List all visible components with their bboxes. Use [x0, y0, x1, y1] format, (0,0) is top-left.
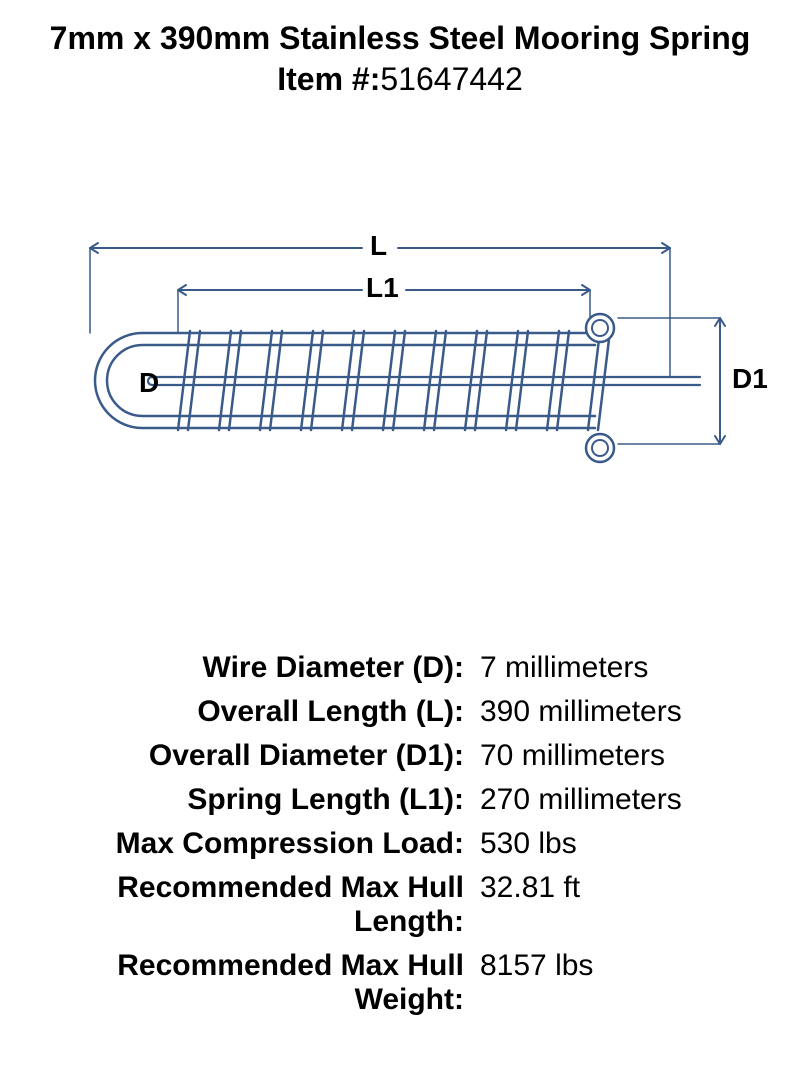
spec-label: Spring Length (L1): [0, 783, 480, 817]
dimension-label-D: D [139, 367, 159, 399]
spec-row: Max Compression Load: 530 lbs [0, 827, 800, 861]
product-title: 7mm x 390mm Stainless Steel Mooring Spri… [0, 20, 800, 57]
spec-value: 270 millimeters [480, 783, 682, 817]
spec-value: 7 millimeters [480, 651, 648, 685]
spec-label: Recommended Max Hull Weight: [0, 949, 480, 1017]
spec-value: 32.81 ft [480, 871, 580, 905]
spec-row: Recommended Max Hull Weight: 8157 lbs [0, 949, 800, 1017]
dimension-label-L1: L1 [366, 272, 399, 304]
spec-label: Recommended Max Hull Length: [0, 871, 480, 939]
specifications-table: Wire Diameter (D): 7 millimeters Overall… [0, 651, 800, 1027]
spec-value: 8157 lbs [480, 949, 593, 983]
spec-value: 530 lbs [480, 827, 577, 861]
spec-label: Overall Length (L): [0, 695, 480, 729]
item-line: Item #:51647442 [0, 61, 800, 98]
item-label: Item #: [277, 61, 380, 97]
spec-row: Overall Length (L): 390 millimeters [0, 695, 800, 729]
spec-row: Spring Length (L1): 270 millimeters [0, 783, 800, 817]
spec-row: Overall Diameter (D1): 70 millimeters [0, 739, 800, 773]
spec-row: Wire Diameter (D): 7 millimeters [0, 651, 800, 685]
spec-label: Wire Diameter (D): [0, 651, 480, 685]
item-number: 51647442 [380, 61, 522, 97]
spec-row: Recommended Max Hull Length: 32.81 ft [0, 871, 800, 939]
dimension-label-L: L [370, 230, 387, 262]
spring-diagram-svg [0, 128, 800, 608]
header: 7mm x 390mm Stainless Steel Mooring Spri… [0, 0, 800, 98]
spec-value: 70 millimeters [480, 739, 665, 773]
dimension-label-D1: D1 [732, 363, 768, 395]
spec-value: 390 millimeters [480, 695, 682, 729]
diagram: L L1 D D1 [0, 128, 800, 608]
spec-label: Max Compression Load: [0, 827, 480, 861]
spec-label: Overall Diameter (D1): [0, 739, 480, 773]
